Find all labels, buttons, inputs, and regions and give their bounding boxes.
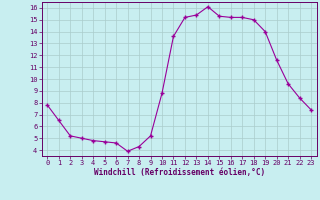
X-axis label: Windchill (Refroidissement éolien,°C): Windchill (Refroidissement éolien,°C) (94, 168, 265, 177)
